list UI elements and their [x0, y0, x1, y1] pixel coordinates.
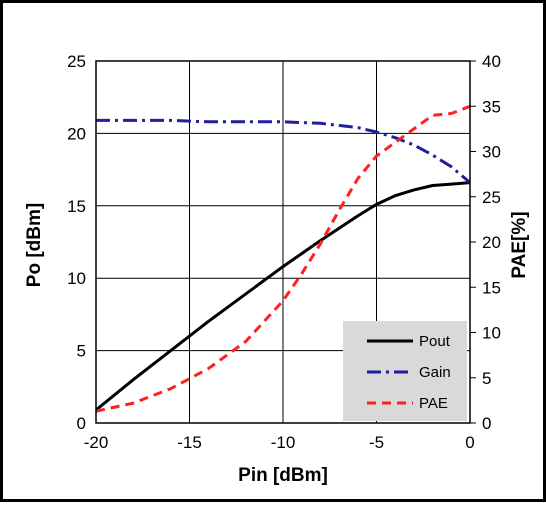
y-tick-label: 20	[67, 124, 86, 143]
y-axis-label-left: Po [dBm]	[24, 203, 45, 287]
series-line-pout	[95, 181, 471, 412]
y2-tick-label: 35	[482, 97, 501, 116]
y-axis-label-right: PAE[%]	[509, 211, 530, 278]
series-line-gain	[96, 118, 471, 184]
legend-label-pae: PAE	[419, 395, 448, 412]
y2-tick-label: 20	[482, 233, 501, 252]
legend-label-pout: Pout	[419, 333, 451, 350]
series-lines	[95, 104, 471, 413]
y2-tick-label: 10	[482, 324, 501, 343]
y-tick-label: 5	[77, 342, 86, 361]
x-tick-label: 0	[465, 433, 474, 452]
y-tick-label: 25	[67, 52, 86, 71]
x-tick-label: -20	[84, 433, 109, 452]
legend-label-gain: Gain	[419, 364, 451, 381]
x-tick-label: -5	[369, 433, 384, 452]
y-tick-label: 15	[67, 197, 86, 216]
y-tick-label: 10	[67, 269, 86, 288]
y2-tick-label: 0	[482, 414, 491, 433]
legend: Pout Gain PAE	[343, 321, 467, 421]
y2-tick-label: 15	[482, 278, 501, 297]
y2-tick-label: 30	[482, 143, 501, 162]
series-line-pae	[95, 104, 471, 413]
x-axis-label: Pin [dBm]	[238, 465, 328, 486]
y-tick-label: 0	[77, 414, 86, 433]
x-tick-label: -10	[271, 433, 296, 452]
y2-tick-label: 5	[482, 369, 491, 388]
y2-tick-label: 40	[482, 52, 501, 71]
y2-tick-label: 25	[482, 188, 501, 207]
x-tick-label: -15	[177, 433, 202, 452]
